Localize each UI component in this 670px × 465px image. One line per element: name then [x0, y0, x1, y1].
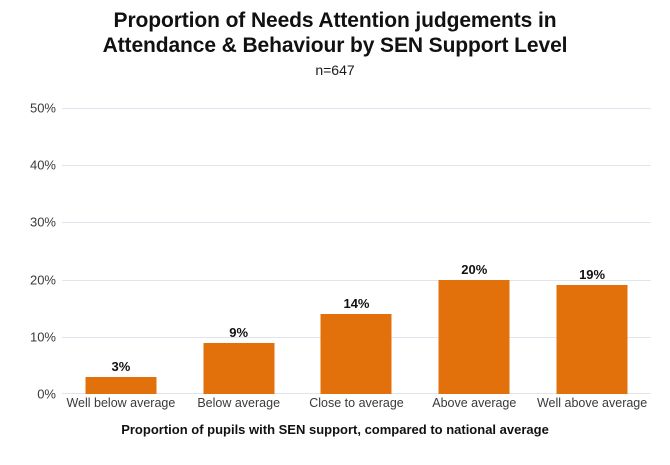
bar-value-label: 3%: [111, 358, 131, 374]
bar-value-label: 14%: [343, 295, 370, 311]
gridline-50: [62, 108, 651, 109]
bar[interactable]: [85, 376, 157, 394]
bar-slot: 19%: [533, 108, 651, 394]
y-tick-label: 40%: [29, 157, 56, 173]
chart-title-block: Proportion of Needs Attention judgements…: [0, 8, 670, 79]
bar[interactable]: [556, 285, 628, 394]
y-tick-label: 50%: [29, 100, 56, 116]
bar-slot: 9%: [180, 108, 298, 394]
y-tick-label: 30%: [29, 214, 56, 230]
gridline-40: [62, 165, 651, 167]
bar[interactable]: [438, 279, 510, 394]
chart-title-line-1: Proportion of Needs Attention judgements…: [113, 9, 557, 32]
x-tick-label: Well above average: [536, 396, 648, 410]
chart-subtitle: n=647: [315, 62, 355, 78]
x-axis: Well below average Below average Close t…: [62, 396, 651, 416]
bar[interactable]: [320, 313, 392, 394]
y-tick-label: 0%: [37, 386, 56, 402]
x-tick-label: Close to average: [309, 396, 404, 410]
bar-slot: 3%: [62, 108, 180, 394]
bar-value-label: 20%: [461, 261, 488, 277]
bar-value-label: 9%: [229, 324, 249, 340]
chart-title: Proportion of Needs Attention judgements…: [0, 8, 670, 58]
y-tick-label: 10%: [29, 329, 56, 345]
bars-layer: 3% 9% 14% 20% 19%: [62, 108, 651, 394]
bar-value-label: 19%: [579, 267, 606, 283]
x-tick-label: Below average: [197, 396, 281, 410]
x-tick-label: Above average: [432, 396, 517, 410]
bar-slot: 20%: [415, 108, 533, 394]
x-axis-title: Proportion of pupils with SEN support, c…: [121, 422, 549, 437]
chart-title-line-2: Attendance & Behaviour by SEN Support Le…: [102, 34, 568, 57]
y-axis: 50% 40% 30% 20% 10% 0%: [0, 101, 56, 402]
x-tick-label: Well below average: [66, 396, 176, 410]
gridline-30: [62, 222, 651, 224]
gridline-20: [62, 279, 651, 281]
y-tick-label: 20%: [29, 272, 56, 288]
bar[interactable]: [203, 342, 275, 394]
bar-slot: 14%: [298, 108, 416, 394]
